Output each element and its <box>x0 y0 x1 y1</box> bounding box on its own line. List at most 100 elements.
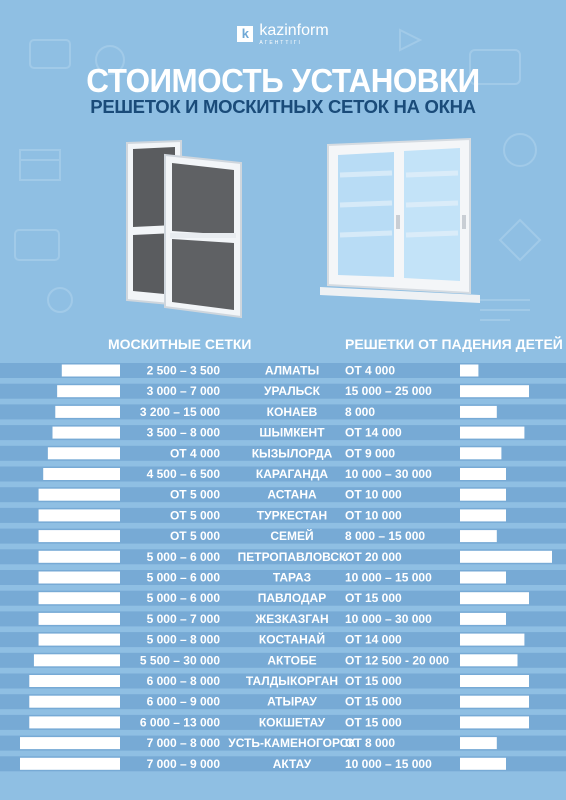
right-value-label: ОТ 15 000 <box>345 715 402 729</box>
right-bar <box>460 737 497 750</box>
left-bar <box>57 385 120 398</box>
right-value-label: ОТ 14 000 <box>345 633 402 647</box>
city-label: СЕМЕЙ <box>270 528 313 543</box>
row-band <box>0 694 566 710</box>
row-band <box>0 549 566 565</box>
left-bar <box>61 364 120 377</box>
city-label: АКТОБЕ <box>267 653 316 667</box>
city-label: АЛМАТЫ <box>265 364 319 378</box>
left-bar <box>43 468 120 480</box>
page-title: СТОИМОСТЬ УСТАНОВКИ <box>86 62 480 99</box>
city-label: АСТАНА <box>267 488 317 502</box>
city-label: КЫЗЫЛОРДА <box>252 446 333 460</box>
left-value-label: 3 000 – 7 000 <box>147 384 221 398</box>
left-bar <box>38 488 121 501</box>
left-value-label: 5 000 – 6 000 <box>147 571 221 585</box>
right-bar <box>460 633 525 646</box>
left-value-label: 5 500 – 30 000 <box>140 653 220 667</box>
city-label: ПАВЛОДАР <box>258 591 326 605</box>
right-value-label: ОТ 4 000 <box>345 364 395 378</box>
right-value-label: ОТ 12 500 - 20 000 <box>345 653 449 667</box>
right-bar <box>460 550 552 563</box>
row-band <box>0 507 566 523</box>
right-value-label: ОТ 15 000 <box>345 591 402 605</box>
row-band <box>0 756 566 772</box>
row-band <box>0 652 566 668</box>
row-band <box>0 445 566 461</box>
left-value-label: 7 000 – 8 000 <box>147 736 221 750</box>
city-label: КОНАЕВ <box>267 405 318 419</box>
city-label: АТЫРАУ <box>267 695 317 709</box>
left-value-label: ОТ 5 000 <box>170 508 220 522</box>
right-series-title: РЕШЕТКИ ОТ ПАДЕНИЯ ДЕТЕЙ <box>345 336 563 352</box>
right-value-label: 15 000 – 25 000 <box>345 384 432 398</box>
right-bar <box>460 654 518 667</box>
right-bar <box>460 488 506 501</box>
city-label: ТУРКЕСТАН <box>257 508 327 522</box>
left-value-label: 3 200 – 15 000 <box>140 405 220 419</box>
right-bar <box>460 695 529 708</box>
right-bar <box>460 571 506 584</box>
right-value-label: ОТ 8 000 <box>345 736 395 750</box>
city-label: УСТЬ-КАМЕНОГОРСК <box>228 736 356 750</box>
left-value-label: 6 000 – 13 000 <box>140 715 220 729</box>
left-bar <box>38 550 121 563</box>
right-bar <box>460 405 497 418</box>
row-band <box>0 383 566 399</box>
city-label: УРАЛЬСК <box>264 384 321 398</box>
left-bar <box>38 633 121 646</box>
row-band <box>0 632 566 648</box>
right-value-label: 10 000 – 15 000 <box>345 571 432 585</box>
right-value-label: 8 000 <box>345 405 375 419</box>
row-band <box>0 466 566 482</box>
logo-name: kazinform <box>259 22 329 39</box>
kazinform-logo: k kazinform AГЕНТТІГІ <box>0 22 566 46</box>
left-value-label: 2 500 – 3 500 <box>147 364 221 378</box>
left-bar <box>20 737 120 750</box>
page-subtitle: РЕШЕТОК И МОСКИТНЫХ СЕТОК НА ОКНА <box>90 96 476 117</box>
right-bar <box>460 757 506 770</box>
right-bar <box>460 592 529 605</box>
right-bar <box>460 716 529 729</box>
row-band <box>0 570 566 585</box>
city-label: ШЫМКЕНТ <box>259 426 325 440</box>
left-bar <box>29 675 121 687</box>
right-bar <box>460 426 525 439</box>
right-value-label: ОТ 14 000 <box>345 426 402 440</box>
row-band <box>0 425 566 441</box>
left-value-label: 5 000 – 6 000 <box>147 591 221 605</box>
right-value-label: 8 000 – 15 000 <box>345 529 425 543</box>
left-bar <box>38 571 121 584</box>
right-bar <box>460 468 506 480</box>
city-label: ЖЕЗКАЗГАН <box>254 612 328 626</box>
row-band <box>0 528 566 544</box>
left-value-label: 6 000 – 9 000 <box>147 695 221 709</box>
left-value-label: 5 000 – 8 000 <box>147 633 221 647</box>
right-bar <box>460 447 502 460</box>
right-bar <box>460 509 506 522</box>
right-value-label: ОТ 20 000 <box>345 550 402 564</box>
left-value-label: ОТ 4 000 <box>170 446 220 460</box>
city-label: КАРАГАНДА <box>256 467 329 481</box>
row-band <box>0 487 566 503</box>
left-bar <box>47 447 120 460</box>
left-bar <box>20 757 120 770</box>
row-band <box>0 363 566 378</box>
right-value-label: ОТ 10 000 <box>345 488 402 502</box>
city-label: КОСТАНАЙ <box>259 632 325 647</box>
right-value-label: ОТ 9 000 <box>345 446 395 460</box>
right-value-label: 10 000 – 30 000 <box>345 612 432 626</box>
right-value-label: ОТ 15 000 <box>345 695 402 709</box>
logo-mark: k <box>237 26 254 42</box>
left-bar <box>52 426 120 439</box>
row-band <box>0 611 566 627</box>
row-band <box>0 714 566 730</box>
right-bar <box>460 530 497 543</box>
window-illustration <box>320 137 480 303</box>
right-value-label: 10 000 – 30 000 <box>345 467 432 481</box>
left-bar <box>29 716 121 729</box>
right-bar <box>460 364 479 377</box>
right-bar <box>460 675 529 687</box>
